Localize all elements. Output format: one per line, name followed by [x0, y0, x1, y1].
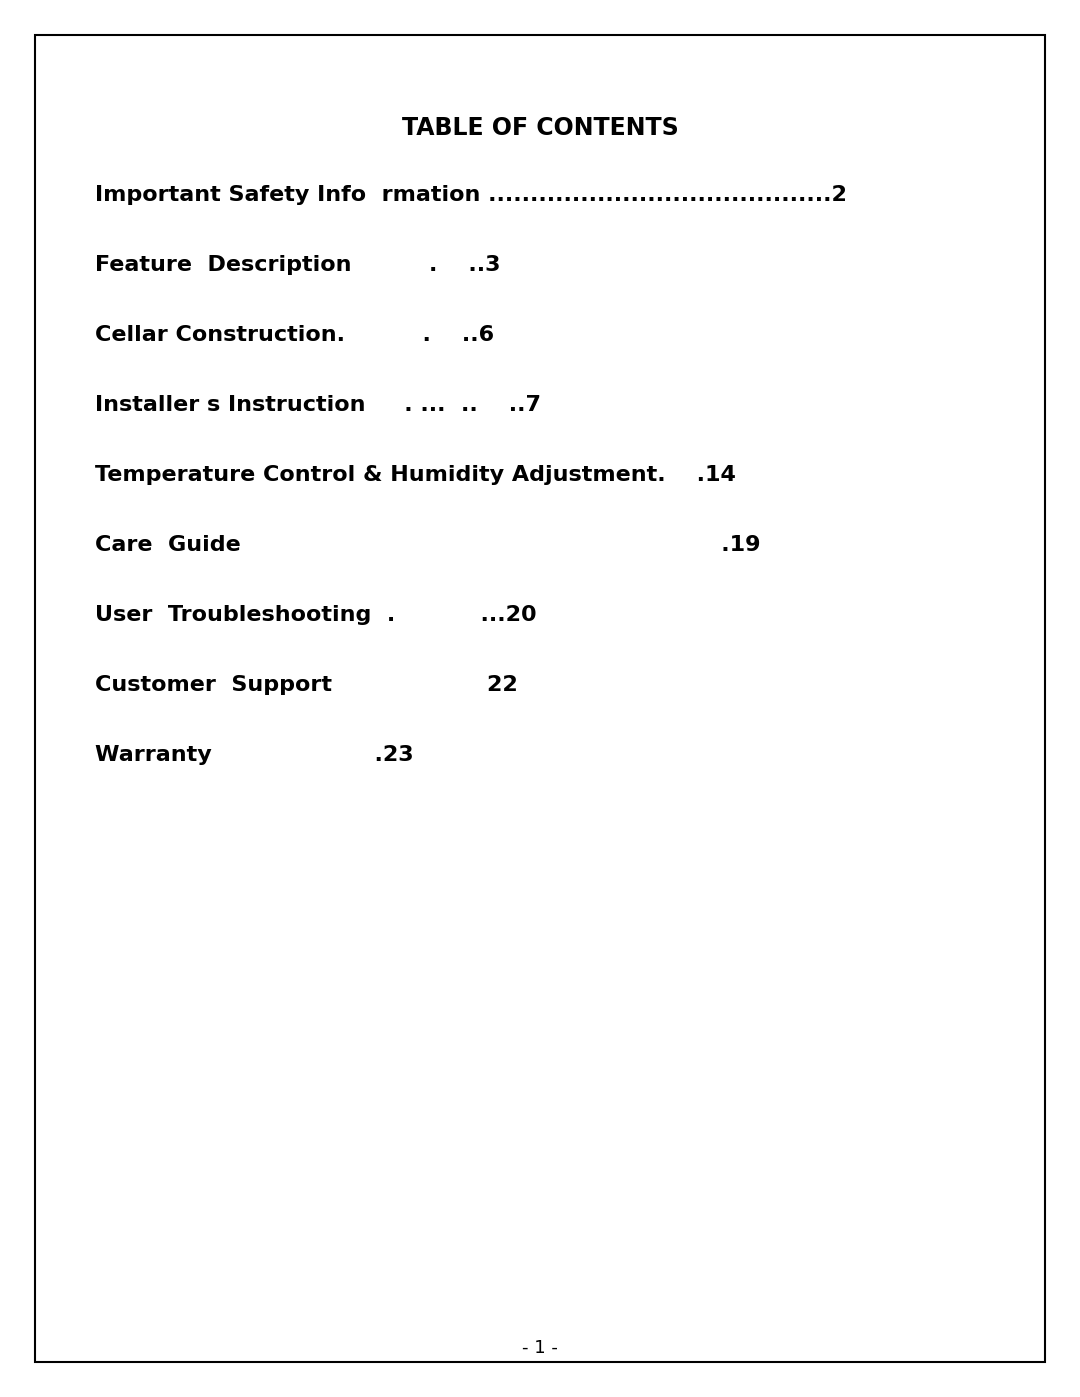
- Text: Warranty                     .23: Warranty .23: [95, 745, 414, 766]
- Text: Customer  Support                    22: Customer Support 22: [95, 675, 517, 694]
- Text: User  Troubleshooting  .           ...20: User Troubleshooting . ...20: [95, 605, 537, 624]
- Text: Important Safety Info  rmation .........................................2: Important Safety Info rmation ..........…: [95, 184, 847, 205]
- Text: Feature  Description          .    ..3: Feature Description . ..3: [95, 256, 500, 275]
- Text: Installer s Instruction     . ...  ..    ..7: Installer s Instruction . ... .. ..7: [95, 395, 541, 415]
- Text: Temperature Control & Humidity Adjustment.    .14: Temperature Control & Humidity Adjustmen…: [95, 465, 735, 485]
- Text: Care  Guide                                                              .19: Care Guide .19: [95, 535, 760, 555]
- Text: TABLE OF CONTENTS: TABLE OF CONTENTS: [402, 116, 678, 140]
- Text: - 1 -: - 1 -: [522, 1338, 558, 1356]
- Text: Cellar Construction.          .    ..6: Cellar Construction. . ..6: [95, 326, 495, 345]
